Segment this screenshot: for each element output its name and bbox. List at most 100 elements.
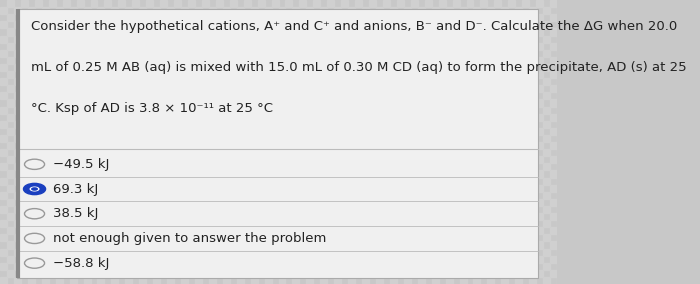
Bar bbox=[153, 263, 160, 270]
Bar bbox=[76, 114, 83, 121]
Bar bbox=[49, 28, 56, 36]
Bar bbox=[648, 156, 654, 163]
Bar bbox=[662, 14, 668, 21]
Bar bbox=[314, 185, 321, 192]
Bar bbox=[244, 71, 251, 78]
Bar bbox=[49, 85, 56, 92]
Bar bbox=[598, 206, 606, 213]
Bar bbox=[592, 241, 598, 248]
Bar bbox=[90, 57, 97, 64]
Bar bbox=[334, 135, 341, 142]
Bar bbox=[529, 277, 536, 284]
Bar bbox=[690, 213, 696, 220]
Bar bbox=[328, 256, 334, 263]
Bar bbox=[14, 178, 21, 185]
Bar bbox=[390, 163, 397, 170]
Bar bbox=[42, 163, 49, 170]
Bar bbox=[104, 99, 111, 106]
Bar bbox=[251, 121, 258, 128]
Bar bbox=[83, 7, 90, 14]
Bar bbox=[321, 248, 328, 256]
Bar bbox=[35, 227, 42, 234]
Bar bbox=[49, 14, 56, 21]
Bar bbox=[167, 92, 174, 99]
Bar bbox=[125, 234, 132, 241]
Bar bbox=[160, 185, 167, 192]
Bar bbox=[348, 78, 355, 85]
Bar bbox=[265, 36, 272, 43]
Bar bbox=[139, 121, 146, 128]
Bar bbox=[473, 248, 480, 256]
Bar bbox=[348, 149, 355, 156]
Bar bbox=[390, 192, 397, 199]
Bar bbox=[160, 99, 167, 106]
Bar bbox=[501, 36, 508, 43]
Bar bbox=[139, 206, 146, 213]
Bar bbox=[42, 206, 49, 213]
Bar bbox=[237, 121, 244, 128]
Bar bbox=[612, 64, 620, 71]
Bar bbox=[494, 28, 501, 36]
Bar bbox=[174, 170, 181, 178]
Bar bbox=[223, 36, 230, 43]
Bar bbox=[341, 270, 348, 277]
Bar bbox=[550, 170, 557, 178]
Bar bbox=[279, 78, 286, 85]
Bar bbox=[42, 21, 49, 28]
Bar bbox=[411, 71, 418, 78]
Bar bbox=[648, 71, 654, 78]
Bar bbox=[592, 142, 598, 149]
Bar bbox=[223, 248, 230, 256]
Bar bbox=[237, 206, 244, 213]
Bar bbox=[362, 192, 369, 199]
Bar bbox=[369, 85, 376, 92]
Bar bbox=[376, 7, 383, 14]
Bar bbox=[676, 71, 682, 78]
Bar bbox=[125, 7, 132, 14]
Bar bbox=[244, 227, 251, 234]
Bar bbox=[411, 227, 418, 234]
Bar bbox=[529, 36, 536, 43]
Bar bbox=[56, 220, 63, 227]
Bar bbox=[83, 149, 90, 156]
Bar bbox=[69, 92, 76, 99]
Bar bbox=[626, 248, 634, 256]
Bar bbox=[522, 256, 529, 263]
Bar bbox=[453, 85, 460, 92]
Bar bbox=[571, 248, 578, 256]
Bar bbox=[626, 178, 634, 185]
Bar bbox=[334, 64, 341, 71]
Bar bbox=[244, 213, 251, 220]
Bar bbox=[300, 156, 307, 163]
Bar bbox=[383, 85, 390, 92]
Bar bbox=[293, 248, 300, 256]
Bar bbox=[612, 234, 620, 241]
Bar bbox=[188, 142, 195, 149]
Bar bbox=[682, 64, 690, 71]
Bar bbox=[328, 43, 334, 50]
Bar bbox=[592, 199, 598, 206]
Bar bbox=[265, 50, 272, 57]
Bar bbox=[376, 149, 383, 156]
Bar bbox=[425, 71, 432, 78]
Bar bbox=[376, 234, 383, 241]
Bar bbox=[286, 28, 293, 36]
Bar bbox=[494, 227, 501, 234]
Bar bbox=[251, 277, 258, 284]
Bar bbox=[550, 0, 557, 7]
Bar bbox=[564, 85, 571, 92]
Bar bbox=[348, 206, 355, 213]
Bar bbox=[460, 135, 466, 142]
Bar bbox=[668, 50, 676, 57]
Bar bbox=[397, 71, 404, 78]
Bar bbox=[690, 156, 696, 163]
Bar bbox=[578, 199, 585, 206]
Bar bbox=[529, 178, 536, 185]
Bar bbox=[550, 213, 557, 220]
Bar bbox=[216, 241, 223, 248]
Bar bbox=[202, 142, 209, 149]
Bar bbox=[237, 234, 244, 241]
Bar bbox=[181, 234, 188, 241]
Bar bbox=[230, 213, 237, 220]
Bar bbox=[432, 220, 439, 227]
